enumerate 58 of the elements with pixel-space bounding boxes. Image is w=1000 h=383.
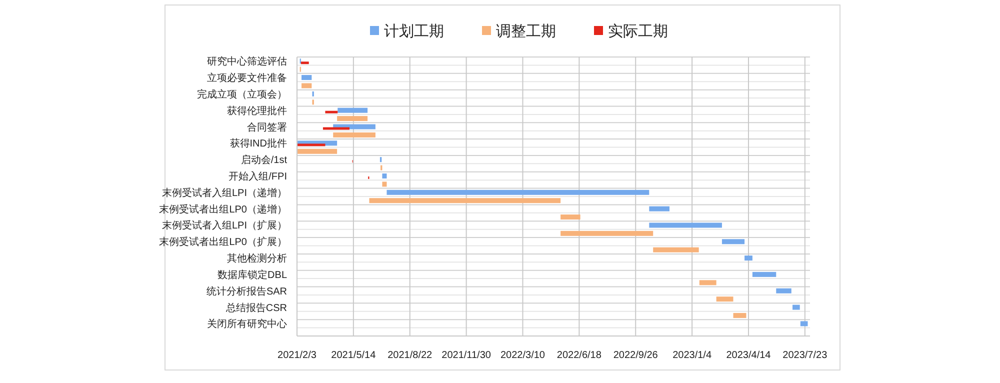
bar <box>716 296 734 302</box>
y-tick-label: 开始入组/FPI <box>228 170 287 182</box>
x-tick-label: 2022/9/26 <box>613 350 658 361</box>
y-tick-label: 末例受试者入组LPI（扩展） <box>162 220 287 232</box>
y-tick-label: 立项必要文件准备 <box>207 72 287 84</box>
y-tick-label: 合同签署 <box>247 121 287 134</box>
y-tick-label: 其他检测分析 <box>227 252 287 265</box>
bar <box>722 239 745 244</box>
x-tick-label: 2023/4/14 <box>726 350 772 361</box>
bar <box>744 256 752 261</box>
y-tick-label: 总结报告CSR <box>224 302 287 314</box>
bar <box>699 280 716 286</box>
bar <box>653 247 699 252</box>
bar <box>382 182 387 187</box>
y-tick-label: 统计分析报告SAR <box>206 285 287 298</box>
y-tick-label: 关闭所有研究中心 <box>207 318 287 330</box>
legend-label: 调整工期 <box>496 23 556 40</box>
y-tick-label: 获得伦理批件 <box>227 104 287 117</box>
legend-label: 计划工期 <box>384 23 444 40</box>
bar <box>560 230 654 236</box>
x-tick-label: 2021/8/22 <box>388 350 433 361</box>
legend-label: 实际工期 <box>608 23 668 40</box>
x-tick-label: 2021/11/30 <box>442 350 492 361</box>
bar <box>302 83 312 88</box>
bar <box>302 75 312 80</box>
y-tick-label: 研究中心筛选评估 <box>207 56 287 68</box>
y-tick-label: 末例受试者入组LPI（递增） <box>162 186 287 199</box>
bar <box>792 304 800 310</box>
bar <box>382 173 387 178</box>
y-tick-label: 末例受试者出组LP0（扩展） <box>159 236 287 248</box>
y-tick-label: 数据库锁定DBL <box>218 268 288 281</box>
y-tick-label: 末例受试者出组LP0（递增） <box>159 203 287 216</box>
y-tick-label: 获得IND批件 <box>230 138 287 150</box>
x-tick-label: 2022/6/18 <box>556 350 602 361</box>
x-tick-label: 2022/3/10 <box>500 350 546 361</box>
bar <box>298 144 326 146</box>
x-tick-label: 2023/1/4 <box>672 350 712 361</box>
x-tick-label: 2021/2/3 <box>278 350 317 361</box>
bar <box>322 127 350 130</box>
bar <box>369 198 561 204</box>
bar <box>300 62 309 64</box>
bar <box>752 272 776 277</box>
bar <box>560 214 580 220</box>
bar <box>649 206 670 212</box>
x-tick-label: 2021/5/14 <box>331 350 376 361</box>
x-tick-label: 2023/7/23 <box>782 350 828 361</box>
bar <box>800 321 808 326</box>
bar <box>337 116 368 122</box>
bar <box>325 110 338 114</box>
y-tick-label: 完成立项（立项会） <box>197 88 287 100</box>
bar <box>649 222 722 228</box>
bar <box>733 312 746 318</box>
bar <box>298 148 338 154</box>
bar <box>333 132 376 138</box>
bar <box>338 108 368 113</box>
y-tick-label: 启动会/1st <box>240 154 288 166</box>
bar <box>776 288 792 294</box>
bar <box>386 190 650 195</box>
